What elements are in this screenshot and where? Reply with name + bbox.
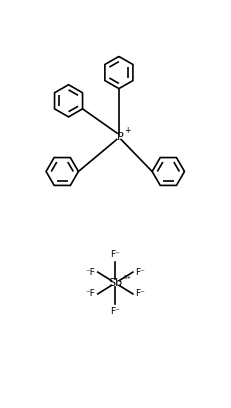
Text: 5+: 5+ <box>123 275 131 280</box>
Text: F⁻: F⁻ <box>110 307 120 316</box>
Text: F⁻: F⁻ <box>134 268 144 277</box>
Text: F⁻: F⁻ <box>134 289 144 298</box>
Text: ⁻F: ⁻F <box>85 289 95 298</box>
Text: F⁻: F⁻ <box>110 250 120 259</box>
Text: ⁻F: ⁻F <box>85 268 95 277</box>
Text: +: + <box>124 126 130 135</box>
Text: P: P <box>117 132 124 142</box>
Text: Sb: Sb <box>108 278 122 288</box>
